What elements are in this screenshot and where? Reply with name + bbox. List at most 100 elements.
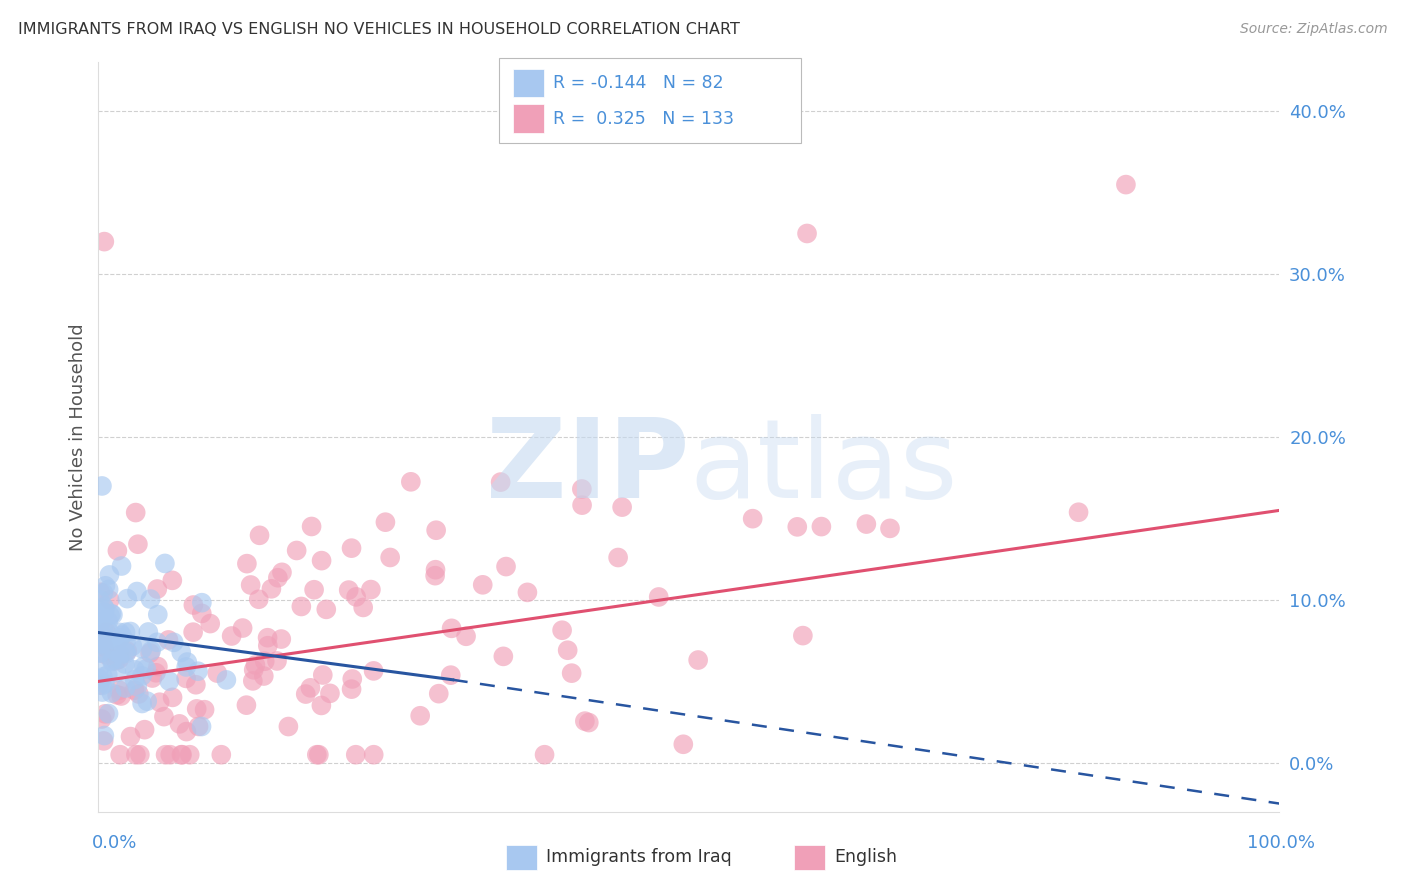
Point: [187, 719, 209, 733]
Y-axis label: No Vehicles in Household: No Vehicles in Household: [69, 323, 87, 551]
Point: [267, 571, 290, 585]
Point: [98, 593, 121, 607]
Point: [792, 629, 814, 643]
Point: [91, 670, 114, 684]
Point: [672, 737, 695, 751]
Point: [108, 625, 131, 640]
Point: [101, 607, 124, 622]
Point: [299, 681, 322, 695]
Point: [97, 706, 120, 721]
Point: [93, 235, 115, 249]
Point: [610, 500, 633, 515]
Point: [125, 747, 148, 762]
Point: [1115, 178, 1137, 192]
Point: [105, 543, 128, 558]
Point: [290, 599, 312, 614]
Point: [127, 680, 149, 694]
Point: [342, 672, 364, 686]
Point: [89, 585, 111, 599]
Point: [104, 654, 127, 668]
Point: [111, 628, 134, 642]
Point: [270, 632, 292, 646]
Point: [221, 629, 243, 643]
Point: [98, 632, 121, 647]
Point: [89, 678, 111, 692]
Point: [135, 662, 157, 676]
Point: [247, 592, 270, 607]
Point: [253, 654, 276, 668]
Point: [170, 645, 193, 659]
Point: [120, 624, 142, 639]
Point: [190, 719, 212, 733]
Point: [363, 664, 385, 678]
Point: [101, 653, 124, 667]
Point: [90, 624, 112, 639]
Point: [319, 686, 342, 700]
Point: [440, 621, 463, 635]
Point: [495, 559, 517, 574]
Point: [87, 621, 110, 635]
Point: [344, 747, 367, 762]
Point: [236, 557, 259, 571]
Point: [162, 690, 184, 705]
Point: [146, 635, 169, 649]
Point: [89, 593, 111, 607]
Point: [471, 578, 494, 592]
Point: [131, 669, 153, 683]
Point: [294, 687, 316, 701]
Point: [312, 668, 335, 682]
Point: [93, 605, 115, 619]
Text: Source: ZipAtlas.com: Source: ZipAtlas.com: [1240, 22, 1388, 37]
Point: [93, 640, 115, 654]
Point: [169, 717, 191, 731]
Point: [94, 676, 117, 690]
Point: [305, 747, 328, 762]
Point: [181, 625, 204, 640]
Point: [561, 666, 583, 681]
Point: [105, 665, 128, 680]
Point: [132, 659, 155, 673]
Point: [110, 559, 132, 574]
Point: [97, 614, 120, 628]
Point: [176, 655, 198, 669]
Point: [311, 698, 333, 713]
Point: [170, 747, 193, 762]
Point: [489, 475, 512, 489]
Point: [141, 643, 163, 657]
Point: [260, 582, 283, 596]
Text: Immigrants from Iraq: Immigrants from Iraq: [546, 848, 731, 866]
Point: [90, 646, 112, 660]
Point: [114, 625, 136, 640]
Point: [360, 582, 382, 597]
Point: [91, 479, 114, 493]
Point: [308, 747, 330, 762]
Point: [242, 663, 264, 677]
Point: [87, 672, 110, 686]
Point: [340, 682, 363, 697]
Point: [104, 645, 127, 659]
Point: [179, 747, 201, 762]
Point: [186, 702, 208, 716]
Point: [125, 506, 148, 520]
Point: [101, 655, 124, 669]
Point: [492, 649, 515, 664]
Point: [249, 528, 271, 542]
Text: ZIP: ZIP: [485, 414, 689, 521]
Point: [121, 639, 143, 653]
Point: [91, 685, 114, 699]
Point: [172, 747, 194, 762]
Point: [90, 631, 112, 645]
Point: [174, 672, 197, 686]
Point: [139, 592, 162, 607]
Point: [136, 694, 159, 708]
Point: [578, 715, 600, 730]
Point: [245, 658, 267, 673]
Point: [104, 633, 127, 648]
Point: [124, 663, 146, 677]
Point: [136, 624, 159, 639]
Point: [159, 747, 181, 762]
Point: [96, 640, 118, 655]
Point: [100, 686, 122, 700]
Point: [427, 687, 450, 701]
Point: [796, 227, 818, 241]
